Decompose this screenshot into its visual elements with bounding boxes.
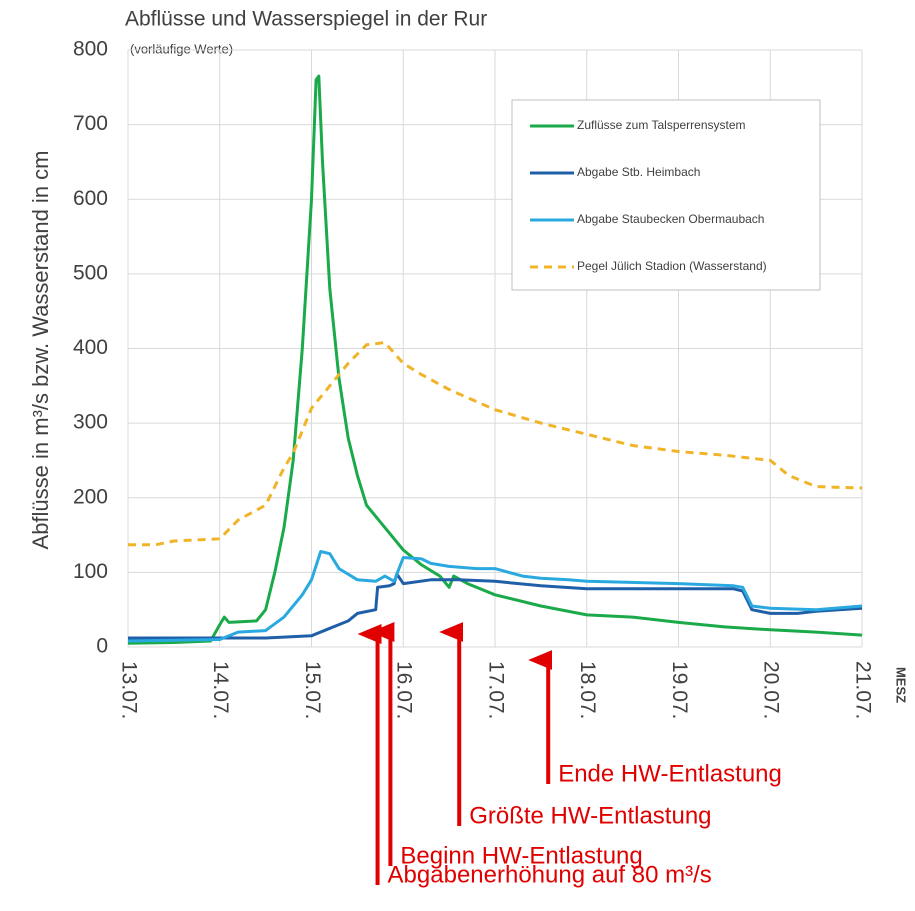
- series-line: [128, 341, 863, 547]
- y-tick-label: 400: [73, 336, 108, 359]
- x-tick-label: 20.07.: [760, 661, 783, 719]
- x-axis-label: MESZ: [894, 667, 909, 703]
- x-tick-label: 15.07.: [301, 661, 324, 719]
- series-line: [127, 550, 863, 643]
- y-tick-label: 600: [73, 187, 108, 210]
- x-tick-label: 19.07.: [668, 661, 691, 719]
- x-tick-label: 16.07.: [393, 661, 416, 719]
- legend-label: Pegel Jülich Stadion (Wasserstand): [577, 259, 767, 273]
- y-tick-label: 300: [73, 411, 108, 434]
- y-tick-label: 700: [73, 112, 108, 135]
- x-tick-label: 21.07.: [851, 661, 874, 719]
- series-line: [127, 74, 863, 645]
- series-line: [128, 572, 863, 640]
- chart-subtitle: (vorläufige Werte): [130, 41, 233, 56]
- annotation-text: Ende HW-Entlastung: [558, 760, 782, 787]
- x-tick-label: 14.07.: [209, 661, 232, 719]
- x-tick-label: 17.07.: [484, 661, 507, 719]
- legend-label: Abgabe Stb. Heimbach: [577, 165, 700, 179]
- annotation-text: Beginn HW-Entlastung: [400, 842, 642, 869]
- y-tick-label: 100: [73, 560, 108, 583]
- x-tick-label: 13.07.: [117, 661, 140, 719]
- y-axis-label: Abflüsse in m³/s bzw. Wasserstand in cm: [28, 151, 53, 550]
- y-tick-label: 500: [73, 261, 108, 284]
- legend: Zuflüsse zum Talsperrensystem Abgabe Stb.…: [511, 99, 821, 291]
- annotation-text: Größte HW-Entlastung: [469, 802, 711, 829]
- y-tick-label: 0: [96, 635, 108, 658]
- legend-box: [511, 99, 821, 291]
- y-tick-label: 800: [73, 38, 108, 61]
- x-tick-label: 18.07.: [576, 661, 599, 719]
- annotation-text: Abgabenerhöhung auf 80 m³/s: [388, 861, 712, 888]
- chart-title: Abflüsse und Wasserspiegel in der Rur: [125, 8, 487, 31]
- legend-label: Abgabe Staubecken Obermaubach: [577, 212, 764, 226]
- y-tick-label: 200: [73, 485, 108, 508]
- legend-label: Zuflüsse zum Talsperrensystem: [577, 118, 746, 132]
